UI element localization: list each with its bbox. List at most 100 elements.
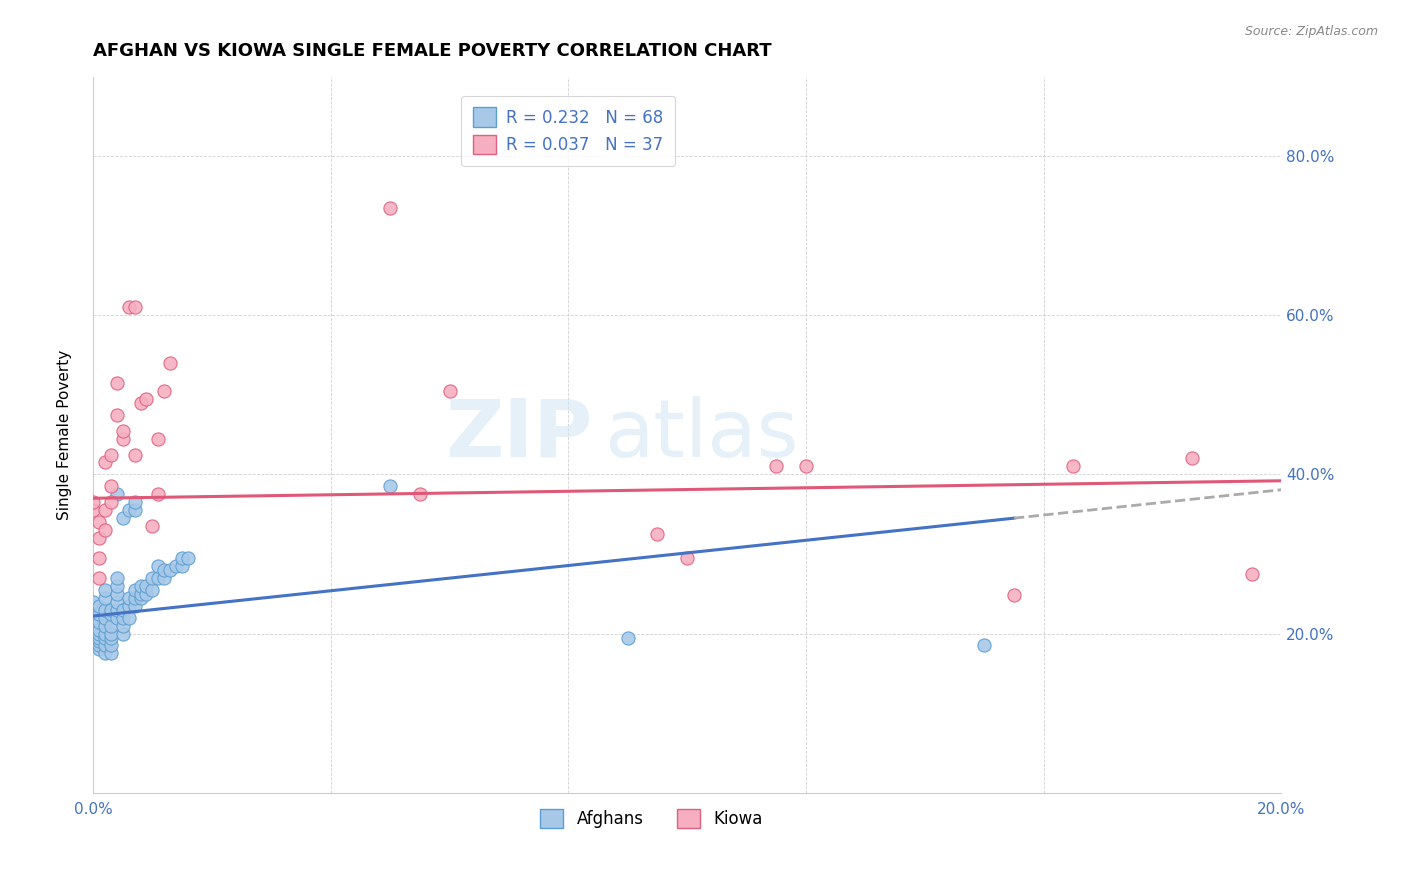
Point — [141, 582, 163, 597]
Point — [1062, 459, 1084, 474]
Point — [105, 376, 128, 390]
Point — [100, 631, 122, 645]
Point — [148, 558, 170, 573]
Point — [111, 432, 134, 446]
Point — [100, 479, 122, 493]
Point — [172, 550, 194, 565]
Point — [129, 396, 152, 410]
Point — [82, 503, 104, 517]
Point — [105, 571, 128, 585]
Point — [105, 610, 128, 624]
Point — [153, 571, 176, 585]
Point — [617, 631, 640, 645]
Point — [378, 479, 401, 493]
Point — [94, 610, 117, 624]
Point — [124, 591, 146, 605]
Point — [82, 595, 104, 609]
Point — [129, 591, 152, 605]
Point — [124, 495, 146, 509]
Point — [94, 602, 117, 616]
Point — [159, 563, 181, 577]
Point — [794, 459, 817, 474]
Point — [111, 626, 134, 640]
Point — [87, 626, 110, 640]
Point — [111, 511, 134, 525]
Point — [1181, 451, 1204, 466]
Point — [87, 515, 110, 529]
Point — [118, 301, 141, 315]
Point — [87, 639, 110, 653]
Point — [124, 599, 146, 613]
Point — [141, 519, 163, 533]
Point — [87, 634, 110, 648]
Point — [87, 623, 110, 637]
Point — [1240, 566, 1263, 581]
Point — [124, 503, 146, 517]
Point — [124, 448, 146, 462]
Point — [1002, 588, 1025, 602]
Point — [135, 579, 157, 593]
Point — [111, 602, 134, 616]
Point — [105, 579, 128, 593]
Point — [129, 587, 152, 601]
Point — [172, 558, 194, 573]
Point — [105, 408, 128, 422]
Point — [87, 615, 110, 629]
Point — [153, 384, 176, 398]
Point — [177, 550, 200, 565]
Point — [765, 459, 787, 474]
Point — [87, 550, 110, 565]
Point — [105, 602, 128, 616]
Point — [105, 595, 128, 609]
Point — [100, 647, 122, 661]
Point — [159, 356, 181, 370]
Point — [118, 591, 141, 605]
Text: atlas: atlas — [605, 396, 799, 474]
Point — [439, 384, 461, 398]
Point — [148, 487, 170, 501]
Point — [82, 495, 104, 509]
Point — [94, 503, 117, 517]
Point — [100, 495, 122, 509]
Point — [94, 591, 117, 605]
Point — [87, 607, 110, 621]
Point — [94, 626, 117, 640]
Point — [94, 455, 117, 469]
Y-axis label: Single Female Poverty: Single Female Poverty — [58, 350, 72, 520]
Point — [105, 587, 128, 601]
Point — [94, 647, 117, 661]
Point — [135, 587, 157, 601]
Point — [100, 602, 122, 616]
Point — [87, 531, 110, 545]
Point — [148, 571, 170, 585]
Point — [87, 599, 110, 613]
Point — [973, 639, 995, 653]
Point — [129, 579, 152, 593]
Point — [105, 487, 128, 501]
Point — [409, 487, 432, 501]
Text: AFGHAN VS KIOWA SINGLE FEMALE POVERTY CORRELATION CHART: AFGHAN VS KIOWA SINGLE FEMALE POVERTY CO… — [93, 42, 772, 60]
Text: ZIP: ZIP — [444, 396, 592, 474]
Point — [111, 424, 134, 438]
Point — [141, 571, 163, 585]
Point — [135, 392, 157, 406]
Point — [94, 631, 117, 645]
Point — [100, 626, 122, 640]
Point — [111, 610, 134, 624]
Point — [94, 639, 117, 653]
Point — [94, 618, 117, 632]
Point — [378, 201, 401, 215]
Point — [153, 563, 176, 577]
Point — [94, 523, 117, 537]
Point — [100, 639, 122, 653]
Text: Source: ZipAtlas.com: Source: ZipAtlas.com — [1244, 25, 1378, 38]
Point — [118, 610, 141, 624]
Point — [124, 582, 146, 597]
Point — [165, 558, 187, 573]
Point — [118, 599, 141, 613]
Point — [124, 301, 146, 315]
Point — [87, 631, 110, 645]
Point — [676, 550, 699, 565]
Point — [94, 582, 117, 597]
Point — [82, 602, 104, 616]
